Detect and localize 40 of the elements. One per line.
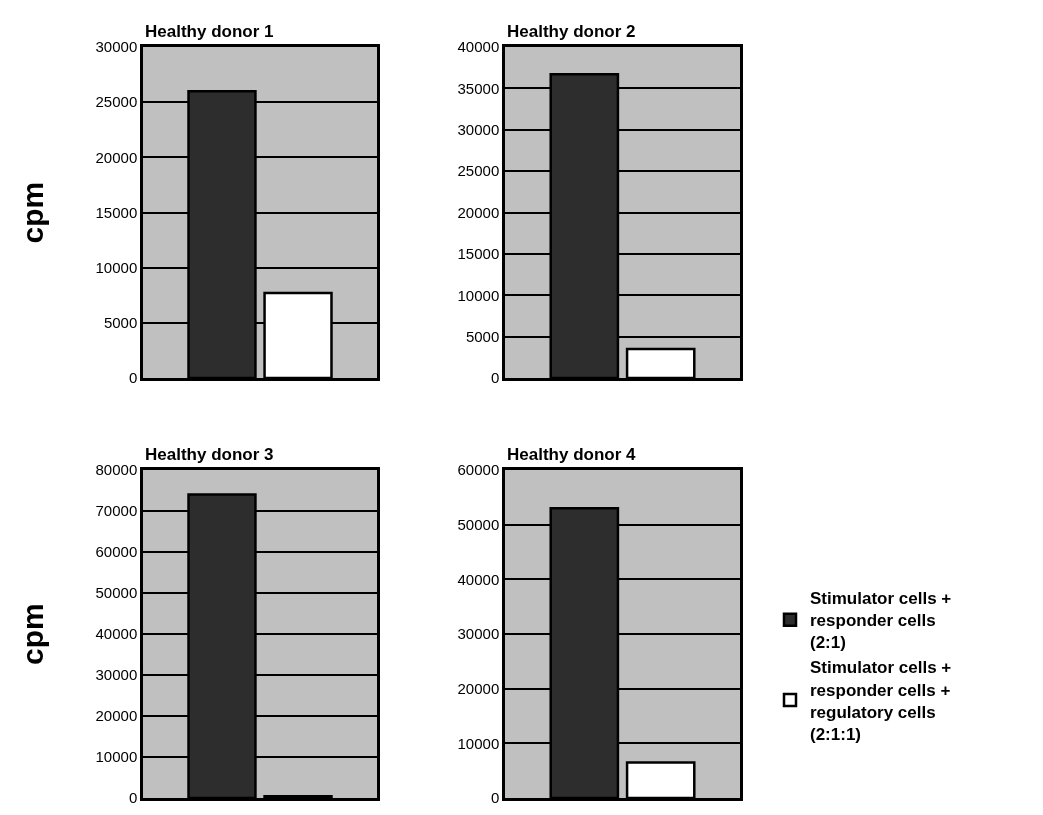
- y-tick-label: 40000: [457, 38, 500, 56]
- y-tick-label: 5000: [465, 327, 500, 345]
- y-tick-label: 30000: [95, 38, 138, 56]
- y-tick-label: 20000: [95, 148, 138, 166]
- y-tick-label: 70000: [95, 502, 138, 520]
- chart-title: Healthy donor 3: [145, 445, 274, 464]
- y-tick-label: 20000: [457, 679, 500, 697]
- y-tick-label: 40000: [95, 625, 138, 643]
- y-axis-title: cpm: [15, 181, 49, 244]
- chart-title: Healthy donor 2: [507, 22, 636, 41]
- y-tick-label: 10000: [95, 258, 138, 276]
- y-tick-label: 0: [128, 789, 138, 807]
- y-tick-label: 20000: [457, 203, 500, 221]
- chart-title: Healthy donor 4: [507, 445, 637, 464]
- y-tick-label: 5000: [103, 314, 138, 332]
- y-tick-label: 15000: [457, 245, 500, 263]
- y-tick-label: 40000: [457, 570, 500, 588]
- y-tick-label: 30000: [95, 666, 138, 684]
- y-tick-label: 0: [490, 369, 500, 387]
- y-tick-label: 60000: [95, 543, 138, 561]
- y-tick-label: 50000: [457, 515, 500, 533]
- y-tick-label: 30000: [457, 625, 500, 643]
- y-tick-label: 10000: [457, 286, 500, 304]
- chart-title: Healthy donor 1: [145, 22, 274, 41]
- legend-label: Stimulator cells + responder cells + regulatory cells (2:1:1): [810, 658, 952, 744]
- y-tick-label: 10000: [457, 734, 500, 752]
- y-axis-title: cpm: [16, 603, 49, 665]
- y-tick-label: 0: [490, 789, 500, 807]
- y-tick-label: 15000: [95, 203, 138, 221]
- y-tick-label: 30000: [457, 121, 500, 138]
- y-tick-label: 25000: [95, 93, 138, 111]
- y-tick-label: 80000: [95, 461, 138, 479]
- y-tick-label: 10000: [95, 748, 138, 766]
- y-tick-label: 0: [128, 369, 138, 387]
- legend-label: Stimulator cells + responder cells (2:1): [810, 589, 952, 653]
- y-tick-label: 35000: [457, 79, 500, 97]
- y-tick-label: 25000: [457, 162, 500, 180]
- y-tick-label: 60000: [457, 461, 500, 479]
- y-tick-label: 20000: [95, 707, 138, 725]
- y-tick-label: 50000: [95, 584, 138, 602]
